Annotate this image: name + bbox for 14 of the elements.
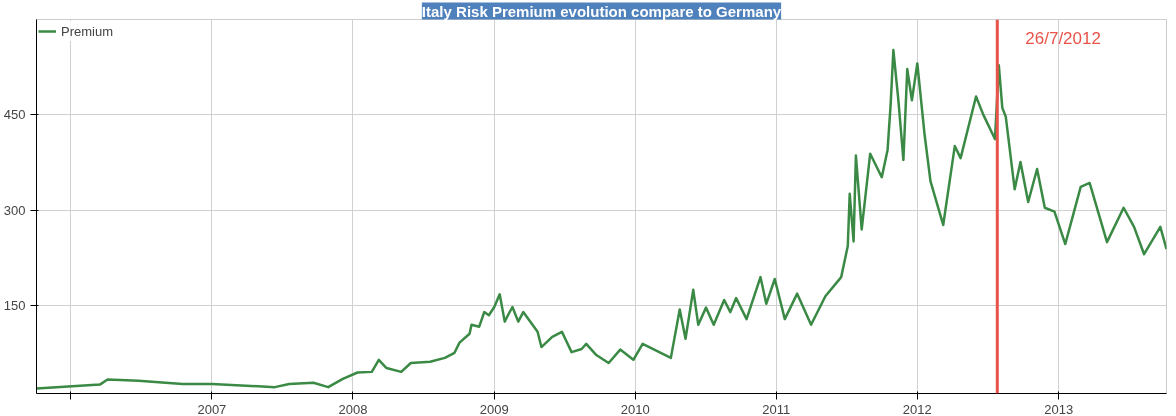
x-tick-label: 2012	[902, 401, 932, 416]
ref-line-label: 26/7/2012	[1025, 28, 1101, 48]
x-tick-label: 2013	[1044, 401, 1074, 416]
y-tick-label: 300	[3, 202, 26, 218]
x-tick-label: 2010	[620, 401, 650, 416]
legend-label: Premium	[61, 23, 114, 39]
x-tick-label: 2009	[479, 401, 509, 416]
x-tick-label: 2007	[197, 401, 227, 416]
chart-title: Italy Risk Premium evolution compare to Germany	[421, 2, 782, 20]
line-series	[36, 48, 1167, 390]
x-tick-label: 2008	[338, 401, 368, 416]
y-tick-label: 450	[3, 107, 26, 123]
x-tick-label: 2011	[762, 401, 791, 416]
y-tick-label: 150	[3, 298, 26, 314]
